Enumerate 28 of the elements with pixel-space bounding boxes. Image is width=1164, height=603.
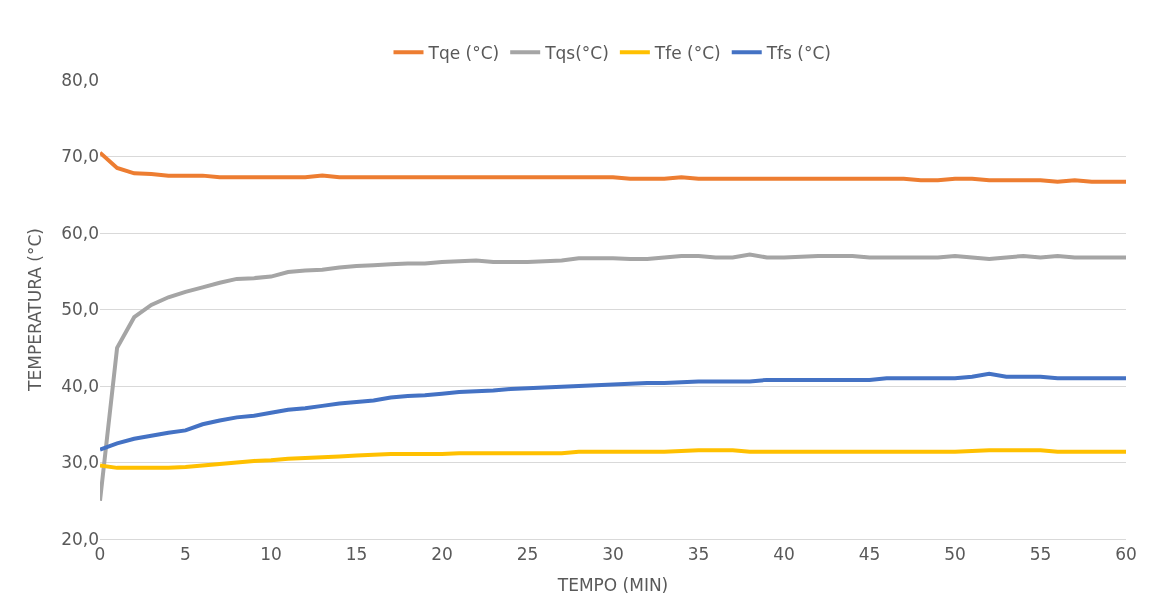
line-series xyxy=(100,150,1126,184)
x-axis-title: TEMPO (MIN) xyxy=(556,574,669,595)
legend-label: Tfe (°C) xyxy=(653,43,721,63)
y-tick-label: 60,0 xyxy=(61,222,99,243)
y-tick-label: 70,0 xyxy=(61,146,99,167)
x-tick-label: 45 xyxy=(858,544,881,565)
legend-label: Tqe (°C) xyxy=(427,43,500,63)
x-tick-label: 10 xyxy=(260,544,282,565)
x-tick-label: 50 xyxy=(944,544,966,565)
x-tick-label: 30 xyxy=(602,544,624,565)
x-tick-label: 40 xyxy=(773,544,795,565)
x-tick-label: 55 xyxy=(1029,544,1052,565)
y-tick-label: 80,0 xyxy=(61,69,99,90)
y-tick-label: 30,0 xyxy=(61,452,99,473)
x-tick-label: 5 xyxy=(180,544,191,565)
line-series xyxy=(100,371,1126,452)
y-axis-title: TEMPERATURA (°C) xyxy=(24,228,45,392)
x-tick-label: 20 xyxy=(431,544,453,565)
x-tick-label: 25 xyxy=(516,544,539,565)
x-tick-label: 60 xyxy=(1115,544,1137,565)
legend-label: Tqs(°C) xyxy=(544,43,609,63)
y-tick-label: 50,0 xyxy=(61,299,99,320)
legend-label: Tfs (°C) xyxy=(765,43,831,63)
y-tick-label: 40,0 xyxy=(61,375,99,396)
x-tick-label: 35 xyxy=(687,544,710,565)
line-series xyxy=(100,252,1126,503)
line-series xyxy=(100,448,1126,470)
x-tick-label: 15 xyxy=(345,544,368,565)
